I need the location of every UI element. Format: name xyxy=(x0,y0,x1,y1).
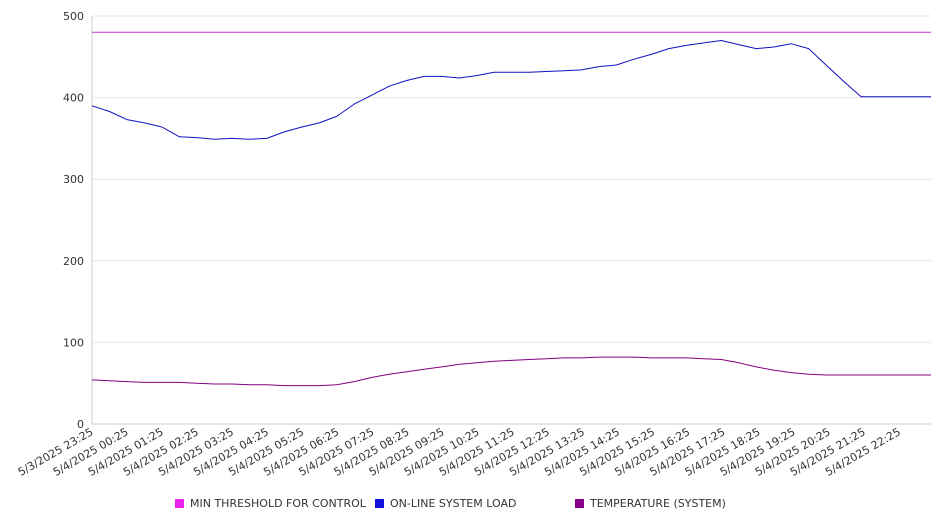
axes xyxy=(91,16,931,425)
y-tick-label: 300 xyxy=(63,173,84,186)
legend-item-temperature[interactable]: TEMPERATURE (SYSTEM) xyxy=(575,497,726,510)
x-tick-labels: 5/3/2025 23:255/4/2025 00:255/4/2025 01:… xyxy=(16,425,903,479)
legend-label-min-threshold: MIN THRESHOLD FOR CONTROL xyxy=(190,497,366,510)
series-lines xyxy=(91,31,931,387)
y-tick-label: 100 xyxy=(63,336,84,349)
legend-swatch-system-load xyxy=(375,499,384,508)
grid-lines xyxy=(92,15,931,343)
y-tick-label: 400 xyxy=(63,92,84,105)
legend-swatch-min-threshold xyxy=(175,499,184,508)
series-line-on-line-system-load xyxy=(91,40,931,140)
y-tick-label: 0 xyxy=(77,418,84,431)
legend: MIN THRESHOLD FOR CONTROL ON-LINE SYSTEM… xyxy=(0,497,946,515)
series-line-temperature-system xyxy=(91,356,931,387)
legend-swatch-temperature xyxy=(575,499,584,508)
y-tick-label: 200 xyxy=(63,255,84,268)
legend-item-system-load[interactable]: ON-LINE SYSTEM LOAD xyxy=(375,497,516,510)
y-tick-label: 500 xyxy=(63,10,84,23)
legend-label-system-load: ON-LINE SYSTEM LOAD xyxy=(390,497,517,510)
legend-label-temperature: TEMPERATURE (SYSTEM) xyxy=(590,497,726,510)
y-tick-labels: 0 100 200 300 400 500 xyxy=(63,10,84,431)
legend-item-min-threshold[interactable]: MIN THRESHOLD FOR CONTROL xyxy=(175,497,366,510)
